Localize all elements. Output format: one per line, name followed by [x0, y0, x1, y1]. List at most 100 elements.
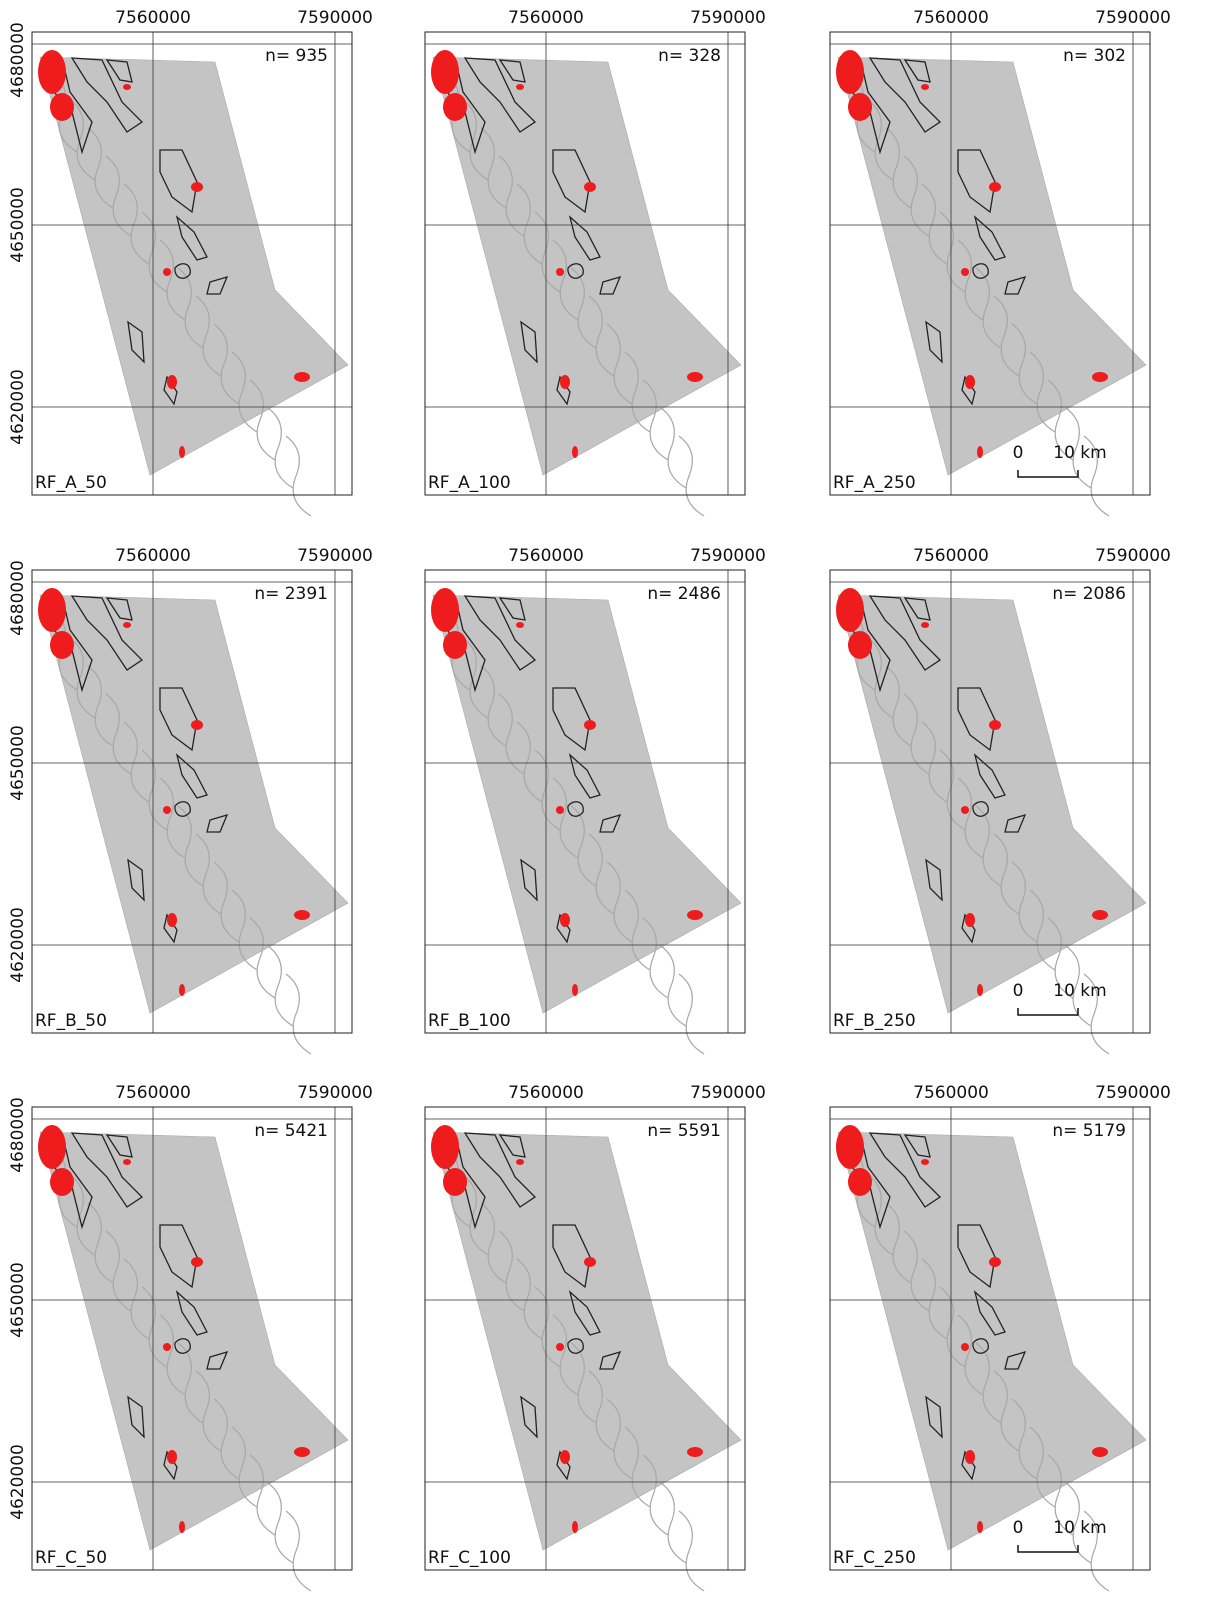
panel-label: RF_B_250 — [833, 1011, 916, 1031]
y-coordinate-label: 4650000 — [8, 1262, 28, 1338]
predicted-cells — [848, 93, 872, 121]
hillshade-ridge — [286, 1511, 311, 1591]
hillshade-ridge — [661, 1483, 686, 1563]
y-coordinate-label: 4620000 — [8, 369, 28, 445]
scale-zero: 0 — [1013, 1518, 1024, 1538]
x-coordinate-label: 7590000 — [1095, 546, 1171, 566]
map-panel: 75600007590000n= 328RF_A_100 — [425, 8, 766, 516]
panel-label: RF_B_50 — [35, 1011, 107, 1031]
predicted-cells — [560, 913, 570, 927]
x-coordinate-label: 7560000 — [913, 1083, 989, 1103]
scale-bar — [1018, 470, 1078, 477]
predicted-cells — [38, 588, 66, 632]
predicted-cells — [961, 806, 969, 814]
sample-count: n= 2086 — [1052, 584, 1126, 604]
predicted-cells — [123, 84, 131, 90]
y-coordinate-label: 4620000 — [8, 1444, 28, 1520]
predicted-cells — [977, 446, 983, 458]
x-coordinate-label: 7590000 — [1095, 1083, 1171, 1103]
predicted-cells — [167, 375, 177, 389]
scale-length: 10 km — [1053, 1518, 1106, 1538]
hillshade-ridge — [679, 1511, 704, 1591]
predicted-cells — [1092, 1447, 1108, 1457]
x-coordinate-label: 7560000 — [913, 546, 989, 566]
x-coordinate-label: 7590000 — [297, 8, 373, 28]
predicted-cells — [965, 375, 975, 389]
study-area — [838, 57, 1146, 475]
x-coordinate-label: 7560000 — [115, 546, 191, 566]
predicted-cells — [38, 1125, 66, 1169]
scale-length: 10 km — [1053, 981, 1106, 1001]
x-coordinate-label: 7560000 — [508, 1083, 584, 1103]
study-area — [40, 595, 348, 1013]
predicted-cells — [977, 1521, 983, 1533]
predicted-cells — [1092, 372, 1108, 382]
panel-label: RF_C_50 — [35, 1548, 107, 1568]
predicted-cells — [163, 1343, 171, 1351]
scale-zero: 0 — [1013, 981, 1024, 1001]
predicted-cells — [989, 182, 1001, 192]
predicted-cells — [556, 1343, 564, 1351]
hillshade-ridge — [268, 408, 293, 488]
predicted-cells — [50, 631, 74, 659]
predicted-cells — [431, 50, 459, 94]
scale-zero: 0 — [1013, 443, 1024, 463]
hillshade-ridge — [286, 974, 311, 1054]
scale-length: 10 km — [1053, 443, 1106, 463]
x-coordinate-label: 7590000 — [690, 8, 766, 28]
predicted-cells — [848, 1168, 872, 1196]
panel-label: RF_A_250 — [833, 473, 916, 493]
predicted-cells — [123, 1159, 131, 1165]
x-coordinate-label: 7560000 — [508, 8, 584, 28]
predicted-cells — [977, 984, 983, 996]
predicted-cells — [38, 50, 66, 94]
predicted-cells — [965, 1450, 975, 1464]
hillshade-ridge — [679, 436, 704, 516]
predicted-cells — [961, 1343, 969, 1351]
predicted-cells — [443, 631, 467, 659]
predicted-cells — [584, 1257, 596, 1267]
predicted-cells — [921, 84, 929, 90]
study-area — [433, 1132, 741, 1550]
x-coordinate-label: 7590000 — [690, 546, 766, 566]
hillshade-ridge — [268, 946, 293, 1026]
x-coordinate-label: 7590000 — [297, 546, 373, 566]
study-area — [838, 1132, 1146, 1550]
predicted-cells — [572, 984, 578, 996]
sample-count: n= 2486 — [647, 584, 721, 604]
hillshade-ridge — [286, 436, 311, 516]
predicted-cells — [516, 622, 524, 628]
study-area — [40, 1132, 348, 1550]
predicted-cells — [556, 268, 564, 276]
predicted-cells — [560, 375, 570, 389]
predicted-cells — [560, 1450, 570, 1464]
panel-label: RF_A_100 — [428, 473, 511, 493]
hillshade-ridge — [679, 974, 704, 1054]
predicted-cells — [294, 910, 310, 920]
predicted-cells — [443, 1168, 467, 1196]
sample-count: n= 302 — [1063, 46, 1126, 66]
predicted-cells — [431, 1125, 459, 1169]
predicted-cells — [989, 1257, 1001, 1267]
y-coordinate-label: 4650000 — [8, 187, 28, 263]
figure: 75600007590000468000046500004620000n= 93… — [0, 0, 1217, 1622]
predicted-cells — [836, 1125, 864, 1169]
predicted-cells — [921, 622, 929, 628]
x-coordinate-label: 7560000 — [913, 8, 989, 28]
predicted-cells — [1092, 910, 1108, 920]
predicted-cells — [687, 1447, 703, 1457]
predicted-cells — [572, 1521, 578, 1533]
map-panel: 7560000 7590000 n= 2086 RF_B_250 0 10 km — [830, 546, 1171, 1054]
panel-label: RF_C_100 — [428, 1548, 511, 1568]
scale-bar — [1018, 1008, 1078, 1015]
predicted-cells — [179, 446, 185, 458]
hillshade-ridge — [268, 1483, 293, 1563]
predicted-cells — [167, 913, 177, 927]
hillshade-ridge — [661, 946, 686, 1026]
predicted-cells — [191, 1257, 203, 1267]
x-coordinate-label: 7590000 — [690, 1083, 766, 1103]
predicted-cells — [572, 446, 578, 458]
sample-count: n= 935 — [265, 46, 328, 66]
